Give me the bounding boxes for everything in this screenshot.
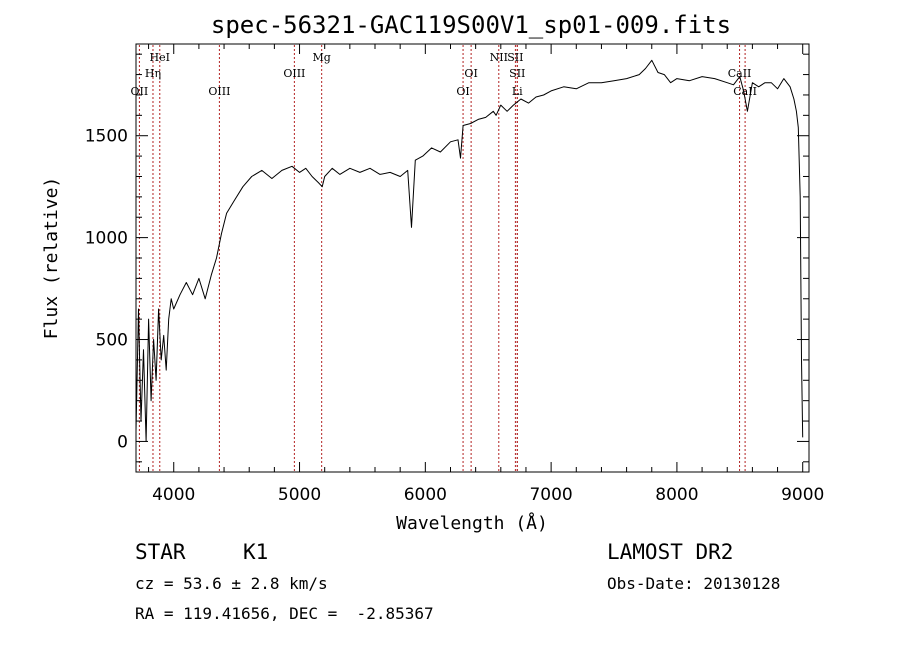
spectrum-line xyxy=(135,59,804,442)
spectral-line-label: SII xyxy=(507,51,523,64)
spectral-line-label: OI xyxy=(464,67,477,80)
spectral-line-label: OIII xyxy=(283,67,305,80)
plot-frame xyxy=(135,43,810,473)
spectral-line-label: OIII xyxy=(208,85,230,98)
spectral-line-label: CaII xyxy=(728,67,752,80)
spectral-lines xyxy=(138,45,746,471)
chart-title: spec-56321-GAC119S00V1_sp01-009.fits xyxy=(211,11,731,39)
y-tick-label: 1000 xyxy=(85,229,128,249)
spectral-line-label: OI xyxy=(456,85,469,98)
spectrum-series xyxy=(135,59,804,442)
redshift-cz: cz = 53.6 ± 2.8 km/s xyxy=(135,574,328,593)
x-tick-label: 4000 xyxy=(152,485,195,505)
spectral-line-label: Li xyxy=(512,85,523,98)
coordinates: RA = 119.41656, DEC = -2.85367 xyxy=(135,604,434,623)
spectral-line-label: SII xyxy=(509,67,525,80)
object-class: STAR xyxy=(135,540,186,564)
x-tick-label: 5000 xyxy=(278,485,321,505)
x-tick-label: 8000 xyxy=(655,485,698,505)
survey-name: LAMOST DR2 xyxy=(607,540,734,564)
spectral-line-label: OII xyxy=(131,85,149,98)
y-axis-label: Flux (relative) xyxy=(41,177,62,340)
spectral-line-label: NII xyxy=(490,51,508,64)
spectral-line-label: Hη xyxy=(145,67,161,80)
obs-date: Obs-Date: 20130128 xyxy=(607,574,781,593)
axis-ticks: 4000 5000 6000 7000 8000 9000 0 500 1000 1500 xyxy=(85,44,824,505)
y-tick-label: 0 xyxy=(117,432,128,452)
y-tick-label: 1500 xyxy=(85,127,128,147)
line-labels: OII Hη HeI OIII OIII Mg OI OI NII SII SII Li CaII CaI… xyxy=(131,51,757,98)
object-subclass: K1 xyxy=(243,540,269,564)
spectral-line-label: Mg xyxy=(313,51,331,64)
x-tick-label: 6000 xyxy=(404,485,447,505)
spectral-line-label: CaII xyxy=(733,85,757,98)
y-tick-label: 500 xyxy=(96,331,128,351)
x-tick-label: 7000 xyxy=(529,485,572,505)
x-axis-label: Wavelength (Å) xyxy=(396,512,548,534)
spectral-line-label: HeI xyxy=(150,51,170,64)
x-tick-label: 9000 xyxy=(781,485,824,505)
